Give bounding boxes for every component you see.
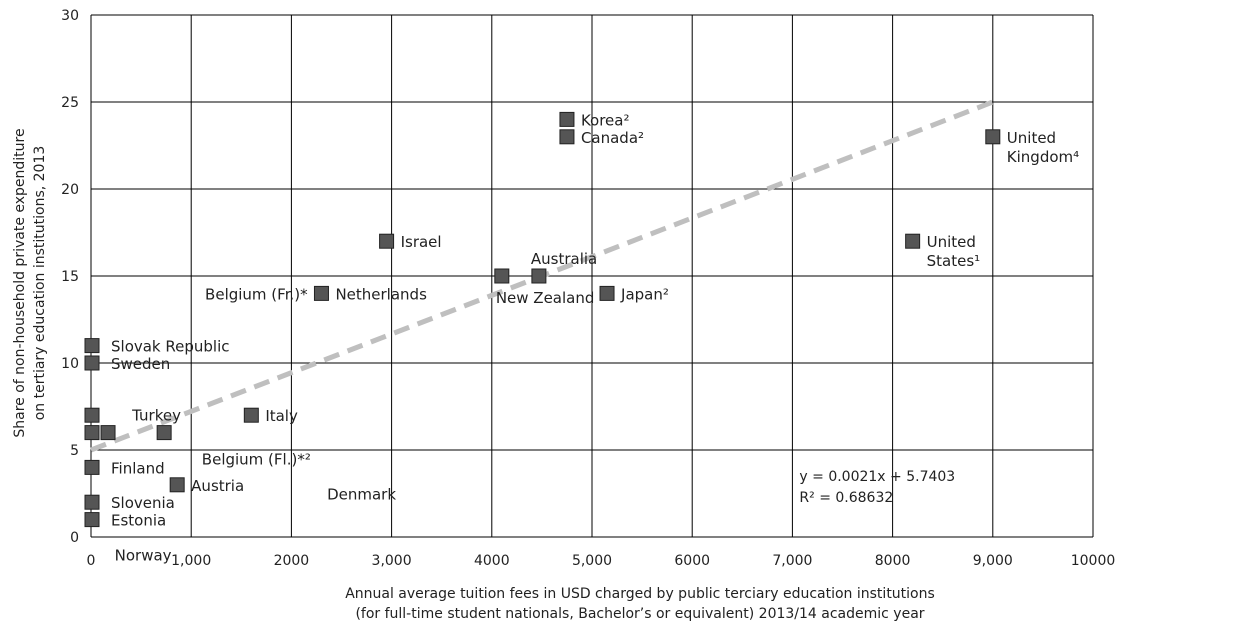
point-label-line: Italy — [265, 407, 298, 425]
data-point-marker — [84, 355, 100, 371]
x-tick-label: 1,000 — [171, 553, 211, 569]
point-label-line: Korea² — [581, 111, 630, 129]
point-label-line: New Zealand — [496, 289, 595, 307]
point-label-line: Canada² — [581, 129, 644, 147]
x-tick-label: 9,000 — [973, 553, 1013, 569]
x-tick-label: 0 — [87, 553, 96, 569]
point-label-line: Estonia — [111, 512, 166, 530]
y-tick-label: 0 — [70, 530, 79, 546]
data-point-marker — [84, 494, 100, 510]
point-label: Turkey — [131, 407, 181, 425]
point-label-line: Finland — [111, 459, 165, 477]
data-point-marker — [559, 111, 575, 127]
x-tick-label: 6000 — [674, 553, 710, 569]
y-tick-label: 15 — [61, 269, 79, 285]
point-label: Austria — [191, 477, 244, 495]
point-label-line: States¹ — [927, 252, 981, 270]
point-label: Finland — [111, 459, 165, 477]
y-tick-label: 20 — [61, 182, 79, 198]
regression-equation: y = 0.0021x + 5.7403 — [799, 469, 955, 485]
data-point-marker — [84, 338, 100, 354]
data-point-marker — [313, 285, 329, 301]
unmarked-point-label: Belgium (Fl.)*² — [202, 451, 311, 469]
points-layer — [84, 111, 1001, 528]
axis-titles: Annual average tuition fees in USD charg… — [12, 128, 935, 622]
point-label: Canada² — [581, 129, 644, 147]
x-axis-title: (for full-time student nationals, Bachel… — [355, 606, 924, 622]
point-label-line: Israel — [401, 233, 442, 251]
point-label: United Kingdom⁴ — [1007, 129, 1079, 166]
point-label-line: Austria — [191, 477, 244, 495]
gridlines — [90, 14, 1094, 538]
data-point-marker — [84, 459, 100, 475]
x-tick-label: 7,000 — [772, 553, 812, 569]
data-point-marker — [84, 407, 100, 423]
point-label-line: Slovak Republic — [111, 338, 230, 356]
point-label: Netherlands — [335, 285, 427, 303]
unmarked-point-label: Belgium (Fr.)* — [205, 285, 308, 303]
x-tick-label: 8000 — [875, 553, 911, 569]
data-point-marker — [84, 512, 100, 528]
data-point-marker — [599, 285, 615, 301]
point-label-line: Sweden — [111, 355, 170, 373]
point-label: Australia — [531, 250, 597, 268]
unmarked-point-label: Norway — [115, 546, 172, 564]
point-label-line: Netherlands — [335, 285, 427, 303]
x-tick-label: 2000 — [274, 553, 310, 569]
point-label: Slovak Republic — [111, 338, 230, 356]
point-label: United States¹ — [927, 233, 981, 270]
data-point-marker — [84, 425, 100, 441]
regression-equation: R² = 0.68632 — [799, 490, 893, 506]
point-label-line: Slovenia — [111, 494, 175, 512]
y-tick-label: 5 — [70, 443, 79, 459]
y-tick-label: 10 — [61, 356, 79, 372]
point-label: Estonia — [111, 512, 166, 530]
point-label: New Zealand — [496, 289, 595, 307]
y-tick-label: 30 — [61, 8, 79, 24]
x-axis-title: Annual average tuition fees in USD charg… — [345, 586, 935, 602]
data-point-marker — [985, 129, 1001, 145]
point-label: Israel — [401, 233, 442, 251]
y-tick-label: 25 — [61, 95, 79, 111]
x-tick-label: 3,000 — [372, 553, 412, 569]
point-label: Japan² — [620, 285, 669, 303]
data-point-marker — [169, 477, 185, 493]
x-tick-label: 5,000 — [572, 553, 612, 569]
unmarked-point-label: Denmark — [327, 486, 396, 504]
point-label-line: United — [1007, 129, 1056, 147]
point-label-line: Kingdom⁴ — [1007, 148, 1079, 166]
data-point-marker — [156, 425, 172, 441]
y-axis-title: on tertiary education institutions, 2013 — [32, 146, 48, 421]
data-point-marker — [379, 233, 395, 249]
point-label-line: United — [927, 233, 976, 251]
point-label-line: Japan² — [620, 285, 669, 303]
data-point-marker — [905, 233, 921, 249]
point-label-line: Turkey — [131, 407, 181, 425]
point-label: Italy — [265, 407, 298, 425]
data-point-marker — [494, 268, 510, 284]
data-point-marker — [531, 268, 547, 284]
x-tick-label: 10000 — [1071, 553, 1116, 569]
data-point-marker — [243, 407, 259, 423]
point-label: Korea² — [581, 111, 630, 129]
data-point-marker — [559, 129, 575, 145]
y-axis-title: Share of non-household private expenditu… — [12, 128, 28, 437]
tick-labels: 0 1,000 2000 3,000 4000 5,000 6000 7,000 8000 9,0… — [61, 8, 1115, 569]
point-label: Slovenia — [111, 494, 175, 512]
point-label-line: Australia — [531, 250, 597, 268]
data-point-marker — [100, 425, 116, 441]
x-tick-label: 4000 — [474, 553, 510, 569]
point-label: Sweden — [111, 355, 170, 373]
